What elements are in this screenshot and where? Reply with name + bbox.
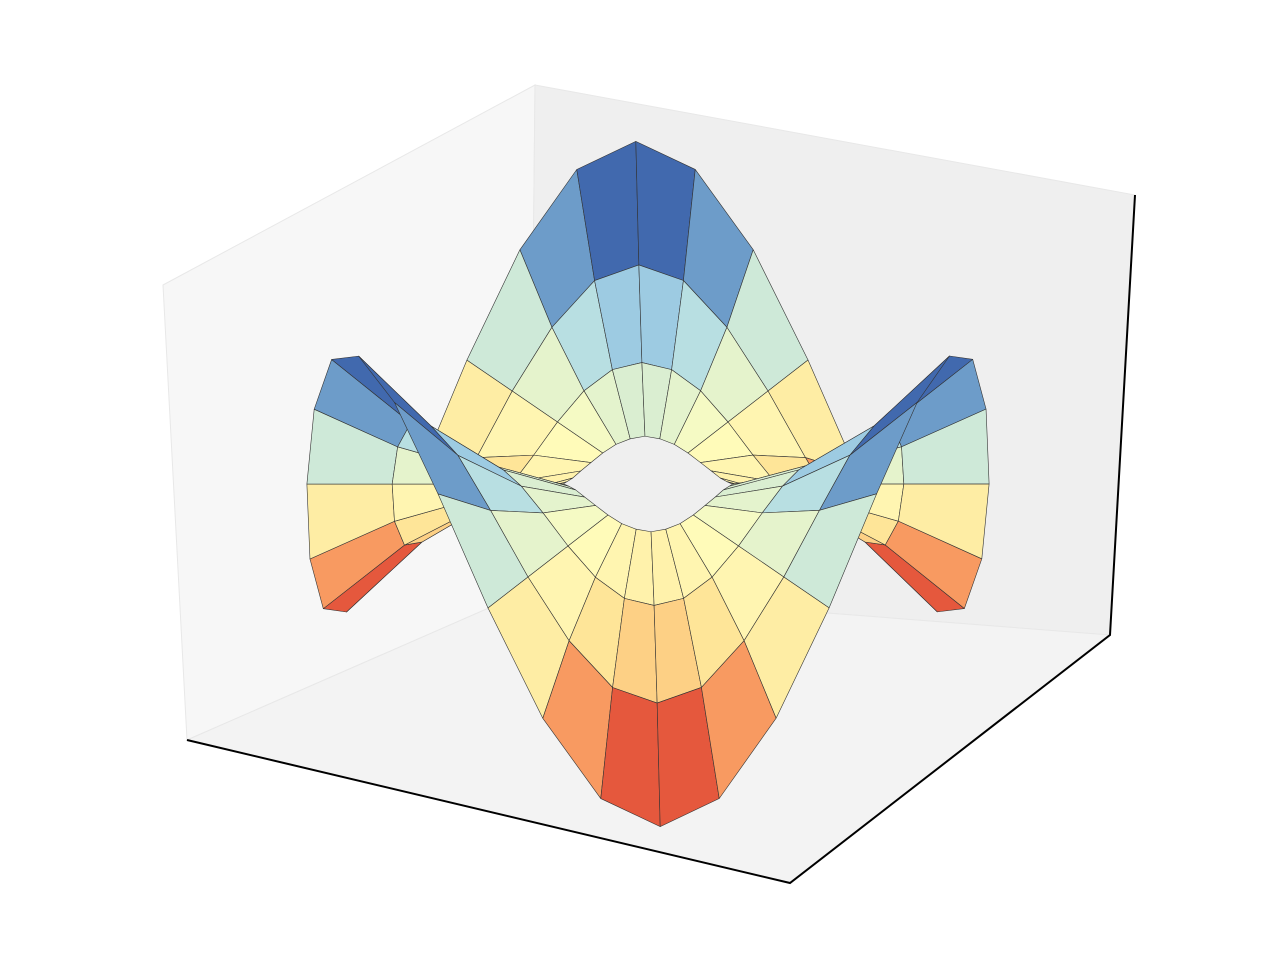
axis-edges — [186, 194, 1136, 885]
surface-patch — [701, 640, 777, 799]
surface — [306, 141, 990, 827]
